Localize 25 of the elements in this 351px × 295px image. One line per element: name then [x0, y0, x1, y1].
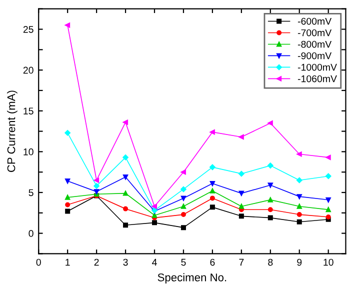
legend-label: -900mV — [298, 52, 332, 60]
x-tick-label: 6 — [210, 258, 215, 266]
x-tick-label: 0 — [36, 258, 41, 266]
x-tick-label: 7 — [239, 258, 244, 266]
y-tick-label: 25 — [23, 26, 34, 33]
y-tick-label: 5 — [28, 189, 34, 196]
x-tick-label: 2 — [94, 258, 99, 266]
y-tick-label: 20 — [23, 66, 34, 74]
x-tick-label: 4 — [152, 258, 157, 266]
legend-label: -1060mV — [298, 75, 337, 82]
legend-label: -800mV — [298, 40, 332, 48]
x-tick-label: 9 — [297, 258, 302, 266]
x-tick-label: 8 — [268, 258, 273, 266]
x-axis-title: Specimen No. — [158, 273, 226, 284]
y-tick-label: 10 — [24, 148, 34, 156]
y-axis-title: CP Current (mA) — [7, 90, 18, 172]
x-tick-label: 3 — [123, 258, 128, 266]
legend-label: -1000mV — [298, 64, 337, 71]
x-tick-label: 1 — [66, 258, 70, 266]
legend-label: -600mV — [298, 18, 332, 25]
legend-label: -700mV — [298, 29, 332, 36]
x-tick-label: 10 — [324, 258, 334, 266]
y-tick-label: 15 — [24, 108, 34, 114]
x-tick-label: 5 — [181, 258, 186, 266]
y-tick-label: 0 — [28, 230, 34, 237]
